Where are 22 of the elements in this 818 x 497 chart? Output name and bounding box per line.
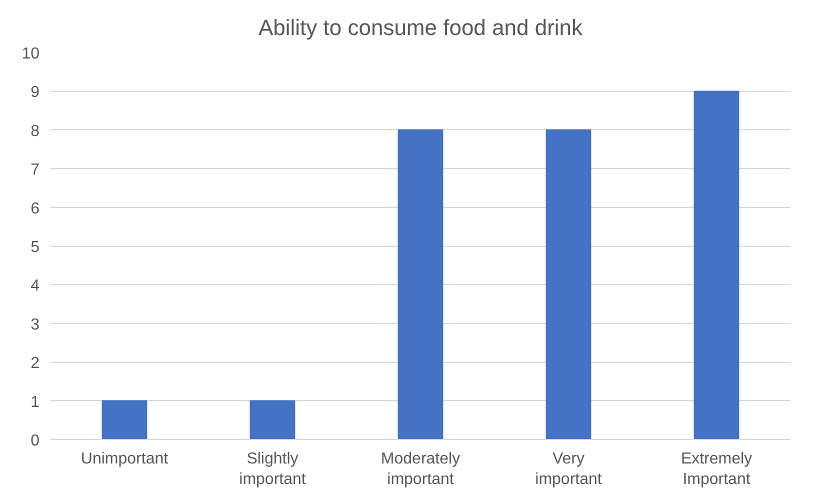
y-tick-label: 8: [30, 122, 40, 140]
bar: [250, 400, 296, 440]
y-tick-label: 4: [30, 278, 40, 295]
y-tick-label: 9: [30, 84, 40, 102]
bar: [398, 129, 444, 440]
y-tick-label: 7: [30, 162, 40, 179]
y-tick-label: 0: [30, 432, 40, 450]
bar: [694, 90, 740, 440]
y-tick-label: 3: [30, 316, 40, 334]
x-tick-label: Unimportant: [80, 450, 169, 468]
y-tick-label: 6: [30, 200, 40, 218]
x-tick-label: Slightly important: [239, 450, 306, 488]
x-tick-label: Extremely Important: [680, 450, 752, 488]
x-tick-label: Moderately important: [380, 450, 460, 488]
bar: [546, 129, 592, 440]
y-tick-label: 1: [30, 394, 40, 411]
bar: [102, 400, 148, 440]
x-tick-label: Very important: [535, 450, 602, 488]
y-tick-label: 5: [30, 239, 40, 256]
y-tick-label: 10: [22, 46, 40, 62]
chart-title: Ability to consume food and drink: [258, 15, 584, 40]
y-tick-label: 2: [30, 355, 40, 372]
